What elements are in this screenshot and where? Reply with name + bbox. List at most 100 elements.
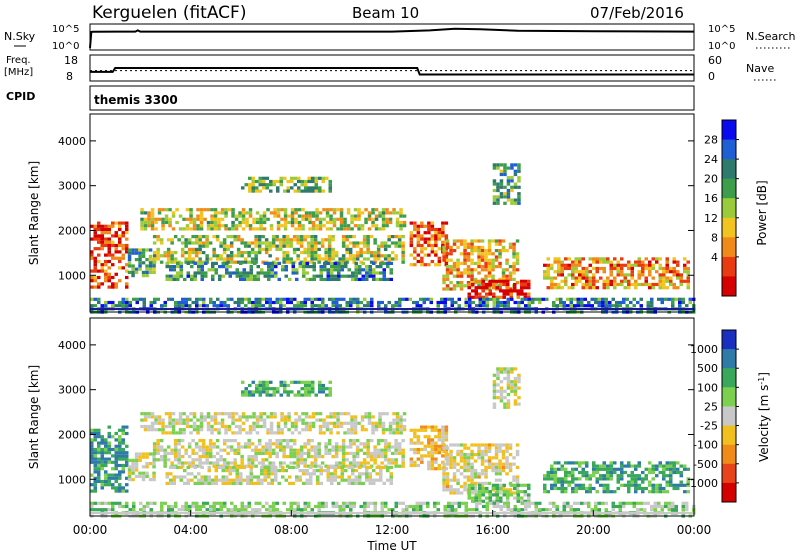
echo-cell	[308, 180, 312, 183]
echo-cell	[434, 458, 438, 461]
echo-cell	[475, 508, 479, 511]
echo-cell	[178, 301, 182, 304]
echo-cell	[286, 442, 290, 445]
echo-cell	[150, 301, 154, 304]
echo-cell	[285, 275, 289, 278]
echo-cell	[352, 458, 356, 461]
echo-cell	[305, 422, 309, 425]
echo-cell	[470, 472, 474, 475]
echo-cell	[564, 264, 568, 267]
echo-cell	[456, 491, 460, 494]
echo-cell	[396, 419, 400, 422]
echo-cell	[578, 280, 582, 283]
echo-cell	[337, 268, 341, 271]
echo-cell	[585, 286, 589, 289]
echo-cell	[339, 298, 343, 301]
colorbar-tick-label: 24	[704, 153, 718, 166]
echo-cell	[594, 508, 598, 511]
echo-cell	[223, 461, 227, 464]
echo-cell	[303, 452, 307, 455]
echo-cell	[538, 298, 542, 301]
echo-cell	[399, 227, 403, 230]
echo-cell	[538, 301, 542, 304]
echo-cell	[371, 431, 375, 434]
echo-cell	[652, 487, 656, 490]
echo-cell	[220, 304, 224, 307]
echo-cell	[589, 477, 593, 480]
echo-cell	[520, 286, 524, 289]
echo-cell	[190, 265, 194, 268]
echo-cell	[111, 502, 115, 505]
echo-cell	[456, 246, 460, 249]
echo-cell	[221, 211, 225, 214]
echo-cell	[437, 304, 441, 307]
echo-cell	[277, 422, 281, 425]
echo-cell	[603, 261, 607, 264]
echo-cell	[168, 221, 172, 224]
echo-cell	[194, 271, 198, 274]
echo-cell	[276, 508, 280, 511]
echo-cell	[90, 483, 94, 486]
echo-cell	[229, 482, 233, 485]
echo-cell	[463, 469, 467, 472]
echo-cell	[556, 505, 560, 508]
echo-cell	[314, 257, 318, 260]
echo-cell	[222, 466, 226, 469]
echo-cell	[673, 465, 677, 468]
echo-cell	[317, 452, 321, 455]
echo-cell	[634, 477, 638, 480]
echo-cell	[293, 439, 297, 442]
echo-cell	[115, 247, 119, 250]
echo-cell	[413, 429, 417, 432]
echo-cell	[463, 239, 467, 242]
echo-cell	[304, 298, 308, 301]
echo-cell	[481, 450, 485, 453]
echo-cell	[470, 463, 474, 466]
echo-cell	[474, 469, 478, 472]
echo-cell	[401, 241, 405, 244]
echo-cell	[310, 241, 314, 244]
echo-cell	[212, 445, 216, 448]
echo-cell	[417, 260, 421, 263]
echo-cell	[346, 301, 350, 304]
echo-cell	[259, 384, 263, 387]
echo-cell	[364, 428, 368, 431]
echo-cell	[129, 304, 133, 307]
echo-cell	[666, 474, 670, 477]
echo-cell	[591, 298, 595, 301]
echo-cell	[368, 415, 372, 418]
echo-cell	[521, 502, 525, 505]
echo-cell	[463, 259, 467, 262]
echo-cell	[478, 484, 482, 487]
echo-cell	[500, 396, 504, 399]
echo-cell	[484, 443, 488, 446]
echo-cell	[291, 211, 295, 214]
echo-cell	[232, 271, 236, 274]
echo-cell	[324, 257, 328, 260]
echo-cell	[475, 502, 479, 505]
echo-cell	[427, 461, 431, 464]
echo-cell	[493, 406, 497, 409]
echo-cell	[449, 259, 453, 262]
echo-cell	[496, 396, 500, 399]
echo-cell	[149, 255, 153, 258]
echo-cell	[125, 228, 129, 231]
echo-cell	[329, 412, 333, 415]
echo-cell	[173, 479, 177, 482]
echo-cell	[128, 468, 132, 471]
echo-cell	[622, 301, 626, 304]
echo-cell	[139, 502, 143, 505]
echo-cell	[655, 487, 659, 490]
echo-cell	[427, 442, 431, 445]
echo-cell	[200, 208, 204, 211]
echo-cell	[564, 487, 568, 490]
echo-cell	[295, 466, 299, 469]
echo-cell	[280, 180, 284, 183]
echo-cell	[226, 452, 230, 455]
echo-cell	[383, 268, 387, 271]
echo-cell	[509, 453, 513, 456]
echo-cell	[318, 508, 322, 511]
echo-cell	[311, 190, 315, 193]
echo-cell	[340, 422, 344, 425]
echo-cell	[405, 298, 409, 301]
